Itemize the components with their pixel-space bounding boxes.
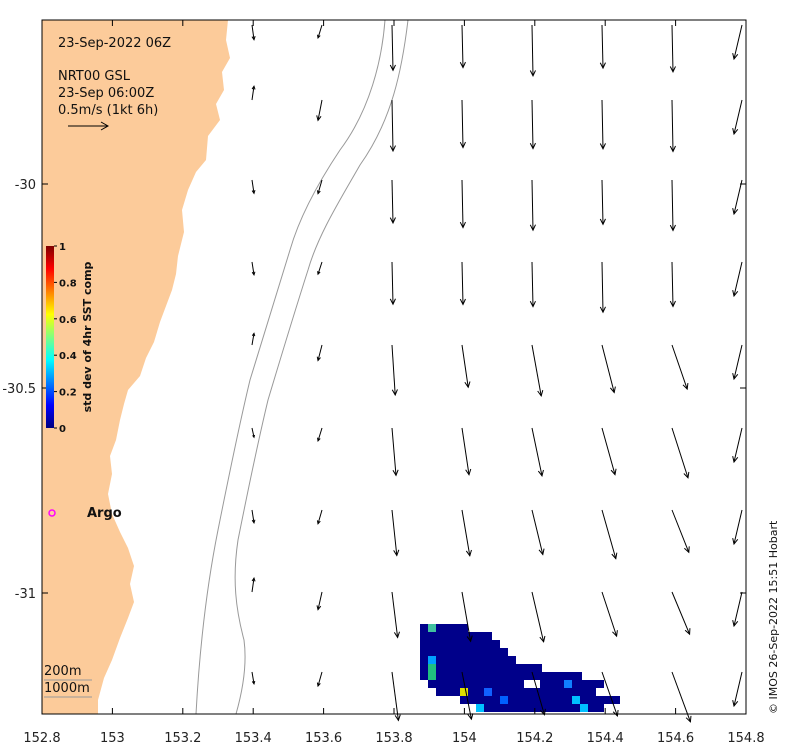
x-axis: 152.8 153 153.2 153.4 153.6 153.8 154 154.2 154.… [23, 20, 765, 746]
argo-marker [48, 509, 56, 517]
x-tick-label: 154.8 [727, 731, 764, 746]
scale-arrow [68, 121, 110, 131]
x-tick-label: 154.6 [657, 731, 694, 746]
scale-text: 0.5m/s (1kt 6h) [58, 103, 158, 118]
x-tick-label: 153.2 [164, 731, 201, 746]
y-axis: -30 -30.5 -31 [2, 178, 746, 602]
colorbar-tick-label: 1 [59, 242, 66, 253]
x-tick-label: 153 [100, 731, 125, 746]
colorbar-ticks: 1 0.8 0.6 0.4 0.2 0 [54, 242, 77, 435]
contour-200m [195, 19, 386, 715]
contour-legend-200m: 200m [44, 664, 81, 679]
x-tick-label: 154.4 [587, 731, 624, 746]
x-tick-label: 153.6 [305, 731, 342, 746]
x-tick-label: 154.2 [516, 731, 553, 746]
x-tick-label: 153.4 [235, 731, 272, 746]
sst-std-dev-patch [420, 624, 620, 712]
colorbar-tick-label: 0.6 [59, 315, 77, 326]
x-tick-label: 152.8 [23, 731, 60, 746]
x-tick-label: 153.8 [375, 731, 412, 746]
colorbar-tick-label: 0.2 [59, 388, 77, 399]
colorbar-label: std dev of 4hr SST comp [81, 261, 94, 412]
y-tick-label: -30 [15, 178, 36, 193]
y-tick-label: -31 [15, 587, 36, 602]
land-mass [42, 20, 230, 714]
credit-text: © IMOS 26-Sep-2022 15:51 Hobart [767, 520, 780, 714]
colorbar [46, 246, 54, 428]
current-vectors [251, 24, 743, 723]
y-tick-label: -30.5 [2, 382, 36, 397]
colorbar-tick-label: 0.8 [59, 278, 77, 289]
contour-1000m [234, 19, 409, 715]
date-title: 23-Sep-2022 06Z [58, 36, 171, 51]
x-tick-label: 154 [452, 731, 477, 746]
valid-time: 23-Sep 06:00Z [58, 86, 154, 101]
argo-label: Argo [87, 506, 122, 521]
product-name: NRT00 GSL [58, 69, 131, 84]
colorbar-tick-label: 0 [59, 424, 66, 435]
colorbar-tick-label: 0.4 [59, 351, 77, 362]
contour-legend-1000m: 1000m [44, 681, 90, 696]
